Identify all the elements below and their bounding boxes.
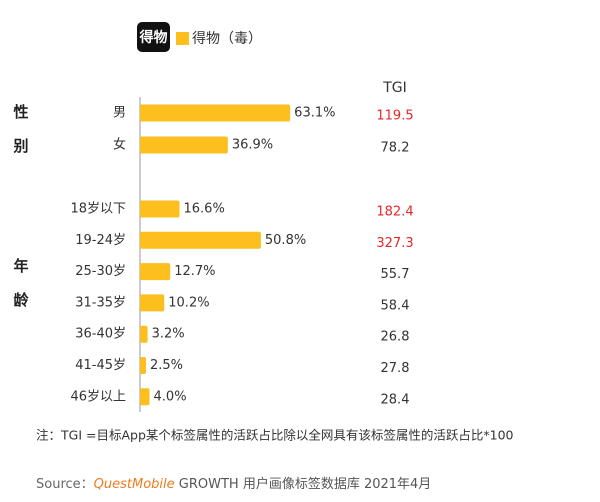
tgi-value: 182.4 [376, 205, 413, 220]
bar [140, 231, 261, 249]
category-label: 46岁以上 [70, 389, 126, 404]
tgi-value: 119.5 [376, 109, 413, 124]
value-label: 2.5% [150, 358, 183, 373]
legend-label: 得物（毒） [192, 30, 262, 47]
tgi-value: 26.8 [381, 330, 410, 345]
tgi-value: 27.8 [381, 361, 410, 376]
value-label: 50.8% [265, 233, 306, 248]
group-label: 性别 [12, 103, 30, 172]
category-label: 18岁以下 [70, 202, 126, 217]
group-label: 年龄 [12, 257, 30, 326]
legend-swatch [176, 32, 189, 45]
value-label: 16.6% [184, 202, 225, 217]
category-label: 41-45岁 [75, 358, 126, 373]
source-brand: QuestMobile [94, 477, 175, 492]
tgi-header: TGI [382, 80, 407, 96]
bar [140, 200, 180, 218]
source-label: Source： [36, 477, 94, 492]
category-label: 31-35岁 [75, 295, 126, 310]
value-label: 3.2% [152, 327, 185, 342]
tgi-value: 28.4 [381, 392, 410, 407]
value-label: 10.2% [168, 295, 209, 310]
logo-text: 得物 [139, 29, 168, 46]
category-label: 36-40岁 [75, 327, 126, 342]
value-label: 12.7% [174, 264, 215, 279]
tgi-value: 58.4 [381, 298, 410, 313]
note: 注：TGI =目标App某个标签属性的活跃占比除以全网具有该标签属性的活跃占比*… [36, 428, 514, 443]
value-label: 36.9% [232, 138, 273, 153]
category-label: 25-30岁 [75, 264, 126, 279]
bar [140, 104, 291, 122]
bar [140, 263, 171, 281]
category-label: 女 [113, 137, 126, 153]
bar [140, 388, 150, 406]
tgi-value: 78.2 [381, 141, 410, 156]
bar [140, 136, 228, 154]
tgi-value: 55.7 [381, 267, 410, 282]
tgi-value: 327.3 [376, 236, 413, 251]
category-label: 19-24岁 [75, 233, 126, 248]
bar [140, 325, 148, 343]
source: Source：QuestMobile GROWTH 用户画像标签数据库 2021… [36, 476, 431, 492]
value-label: 4.0% [154, 389, 187, 404]
bar [140, 357, 146, 374]
source-text: GROWTH 用户画像标签数据库 2021年4月 [175, 476, 432, 492]
value-label: 63.1% [294, 106, 335, 121]
category-label: 男 [113, 106, 126, 121]
logo-box [137, 22, 170, 52]
bar [140, 294, 165, 312]
